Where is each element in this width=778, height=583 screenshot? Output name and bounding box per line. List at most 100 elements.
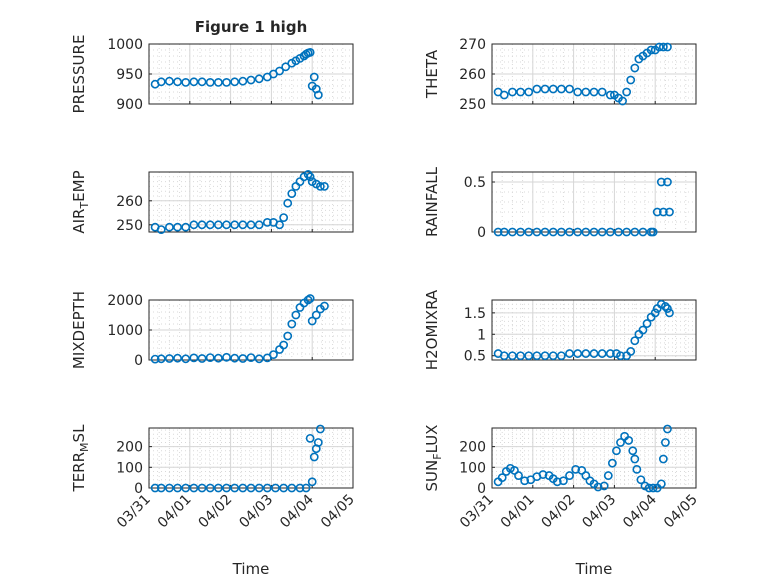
ylabel-part: SL [70, 424, 88, 443]
data-point [556, 351, 566, 361]
data-point [246, 353, 256, 362]
data-point [173, 77, 182, 87]
subplot-row2-right: 0 0.5 RAINFALL [423, 166, 697, 241]
y-tick-label: 100 [116, 460, 143, 476]
data-point [508, 227, 517, 237]
data-point [283, 331, 293, 341]
data-point [556, 227, 566, 237]
y-tick-label: 250 [116, 218, 143, 234]
data-point [230, 220, 240, 230]
data-point [632, 464, 642, 474]
data-point [663, 304, 672, 313]
data-point [262, 217, 272, 227]
data-point [205, 353, 215, 362]
data-point [213, 353, 223, 363]
x-tick-label: 03/31 [457, 492, 497, 532]
data-point [164, 222, 174, 232]
data-point [614, 227, 623, 237]
data-point [254, 220, 264, 230]
data-point [246, 220, 256, 230]
data-point [315, 424, 325, 434]
data-point [309, 72, 319, 82]
data-point [626, 75, 636, 85]
data-point [197, 220, 207, 230]
data-point [303, 169, 313, 179]
data-point [197, 483, 207, 493]
data-point [493, 227, 503, 237]
data-point [616, 351, 625, 361]
data-point [538, 470, 548, 479]
data-point [581, 349, 591, 358]
data-point [581, 227, 591, 237]
xlabel-right: Time [575, 560, 613, 578]
subplot-row1-right: 250 260 270 THETA [423, 37, 697, 113]
data-point [603, 471, 613, 480]
ylabel-part: EMP [70, 170, 88, 201]
data-point [305, 172, 315, 182]
data-point [638, 325, 648, 335]
data-point [205, 220, 215, 230]
data-point [658, 454, 668, 464]
data-point [630, 227, 640, 237]
data-point [291, 310, 301, 320]
y-tick-label: 260 [116, 194, 143, 210]
data-point [275, 220, 284, 230]
data-point [565, 349, 574, 358]
y-tick-label: 0 [477, 225, 486, 241]
ylabel-subscript: F [431, 453, 444, 459]
data-point [222, 78, 231, 87]
data-point [622, 87, 632, 97]
y-tick-label: 1000 [107, 37, 143, 53]
y-tick-label: 0 [134, 353, 143, 369]
data-point [181, 78, 191, 87]
data-point [654, 42, 664, 52]
data-point [287, 319, 297, 329]
data-point [254, 483, 264, 493]
data-point [303, 295, 313, 305]
data-point [238, 354, 248, 363]
data-point [559, 476, 568, 486]
data-point [164, 76, 174, 86]
data-point [283, 198, 293, 208]
data-point [581, 87, 591, 97]
data-point [305, 294, 315, 303]
data-point [205, 78, 215, 87]
data-point [499, 351, 509, 361]
ylabel-3: RAINFALL [423, 166, 441, 237]
data-point [665, 207, 674, 217]
data-point [238, 483, 248, 493]
data-point [630, 63, 640, 73]
data-point [295, 483, 305, 493]
ylabel-0: PRESSURE [70, 35, 88, 114]
data-point [571, 464, 581, 474]
data-point [222, 220, 231, 230]
data-point [279, 213, 289, 222]
data-point [173, 483, 182, 493]
data-point [540, 351, 550, 361]
data-point [532, 84, 542, 94]
data-point [499, 90, 509, 100]
data-point [514, 471, 523, 480]
data-point [573, 227, 583, 237]
data-point [599, 481, 609, 491]
y-tick-label: 950 [116, 67, 143, 83]
subplot-row2-left: 250 260 AIRTEMP [70, 169, 354, 234]
data-point [499, 227, 509, 237]
data-point [279, 340, 289, 350]
data-point [173, 222, 182, 232]
y-tick-label: 0 [477, 481, 486, 497]
y-tick-label: 1 [477, 327, 486, 343]
data-point [658, 207, 668, 217]
subplot-row1-left: 900 950 1000 PRESSURE [70, 35, 354, 114]
data-point [589, 349, 599, 358]
figure-title: Figure 1 high [195, 18, 308, 36]
data-point [612, 446, 621, 456]
data-point [605, 349, 615, 358]
data-point [150, 354, 160, 364]
x-tick-label: 04/02 [539, 492, 579, 532]
data-point [287, 189, 297, 198]
data-point [565, 471, 574, 480]
data-point [230, 483, 240, 493]
data-point [307, 477, 317, 487]
data-point [540, 84, 550, 94]
